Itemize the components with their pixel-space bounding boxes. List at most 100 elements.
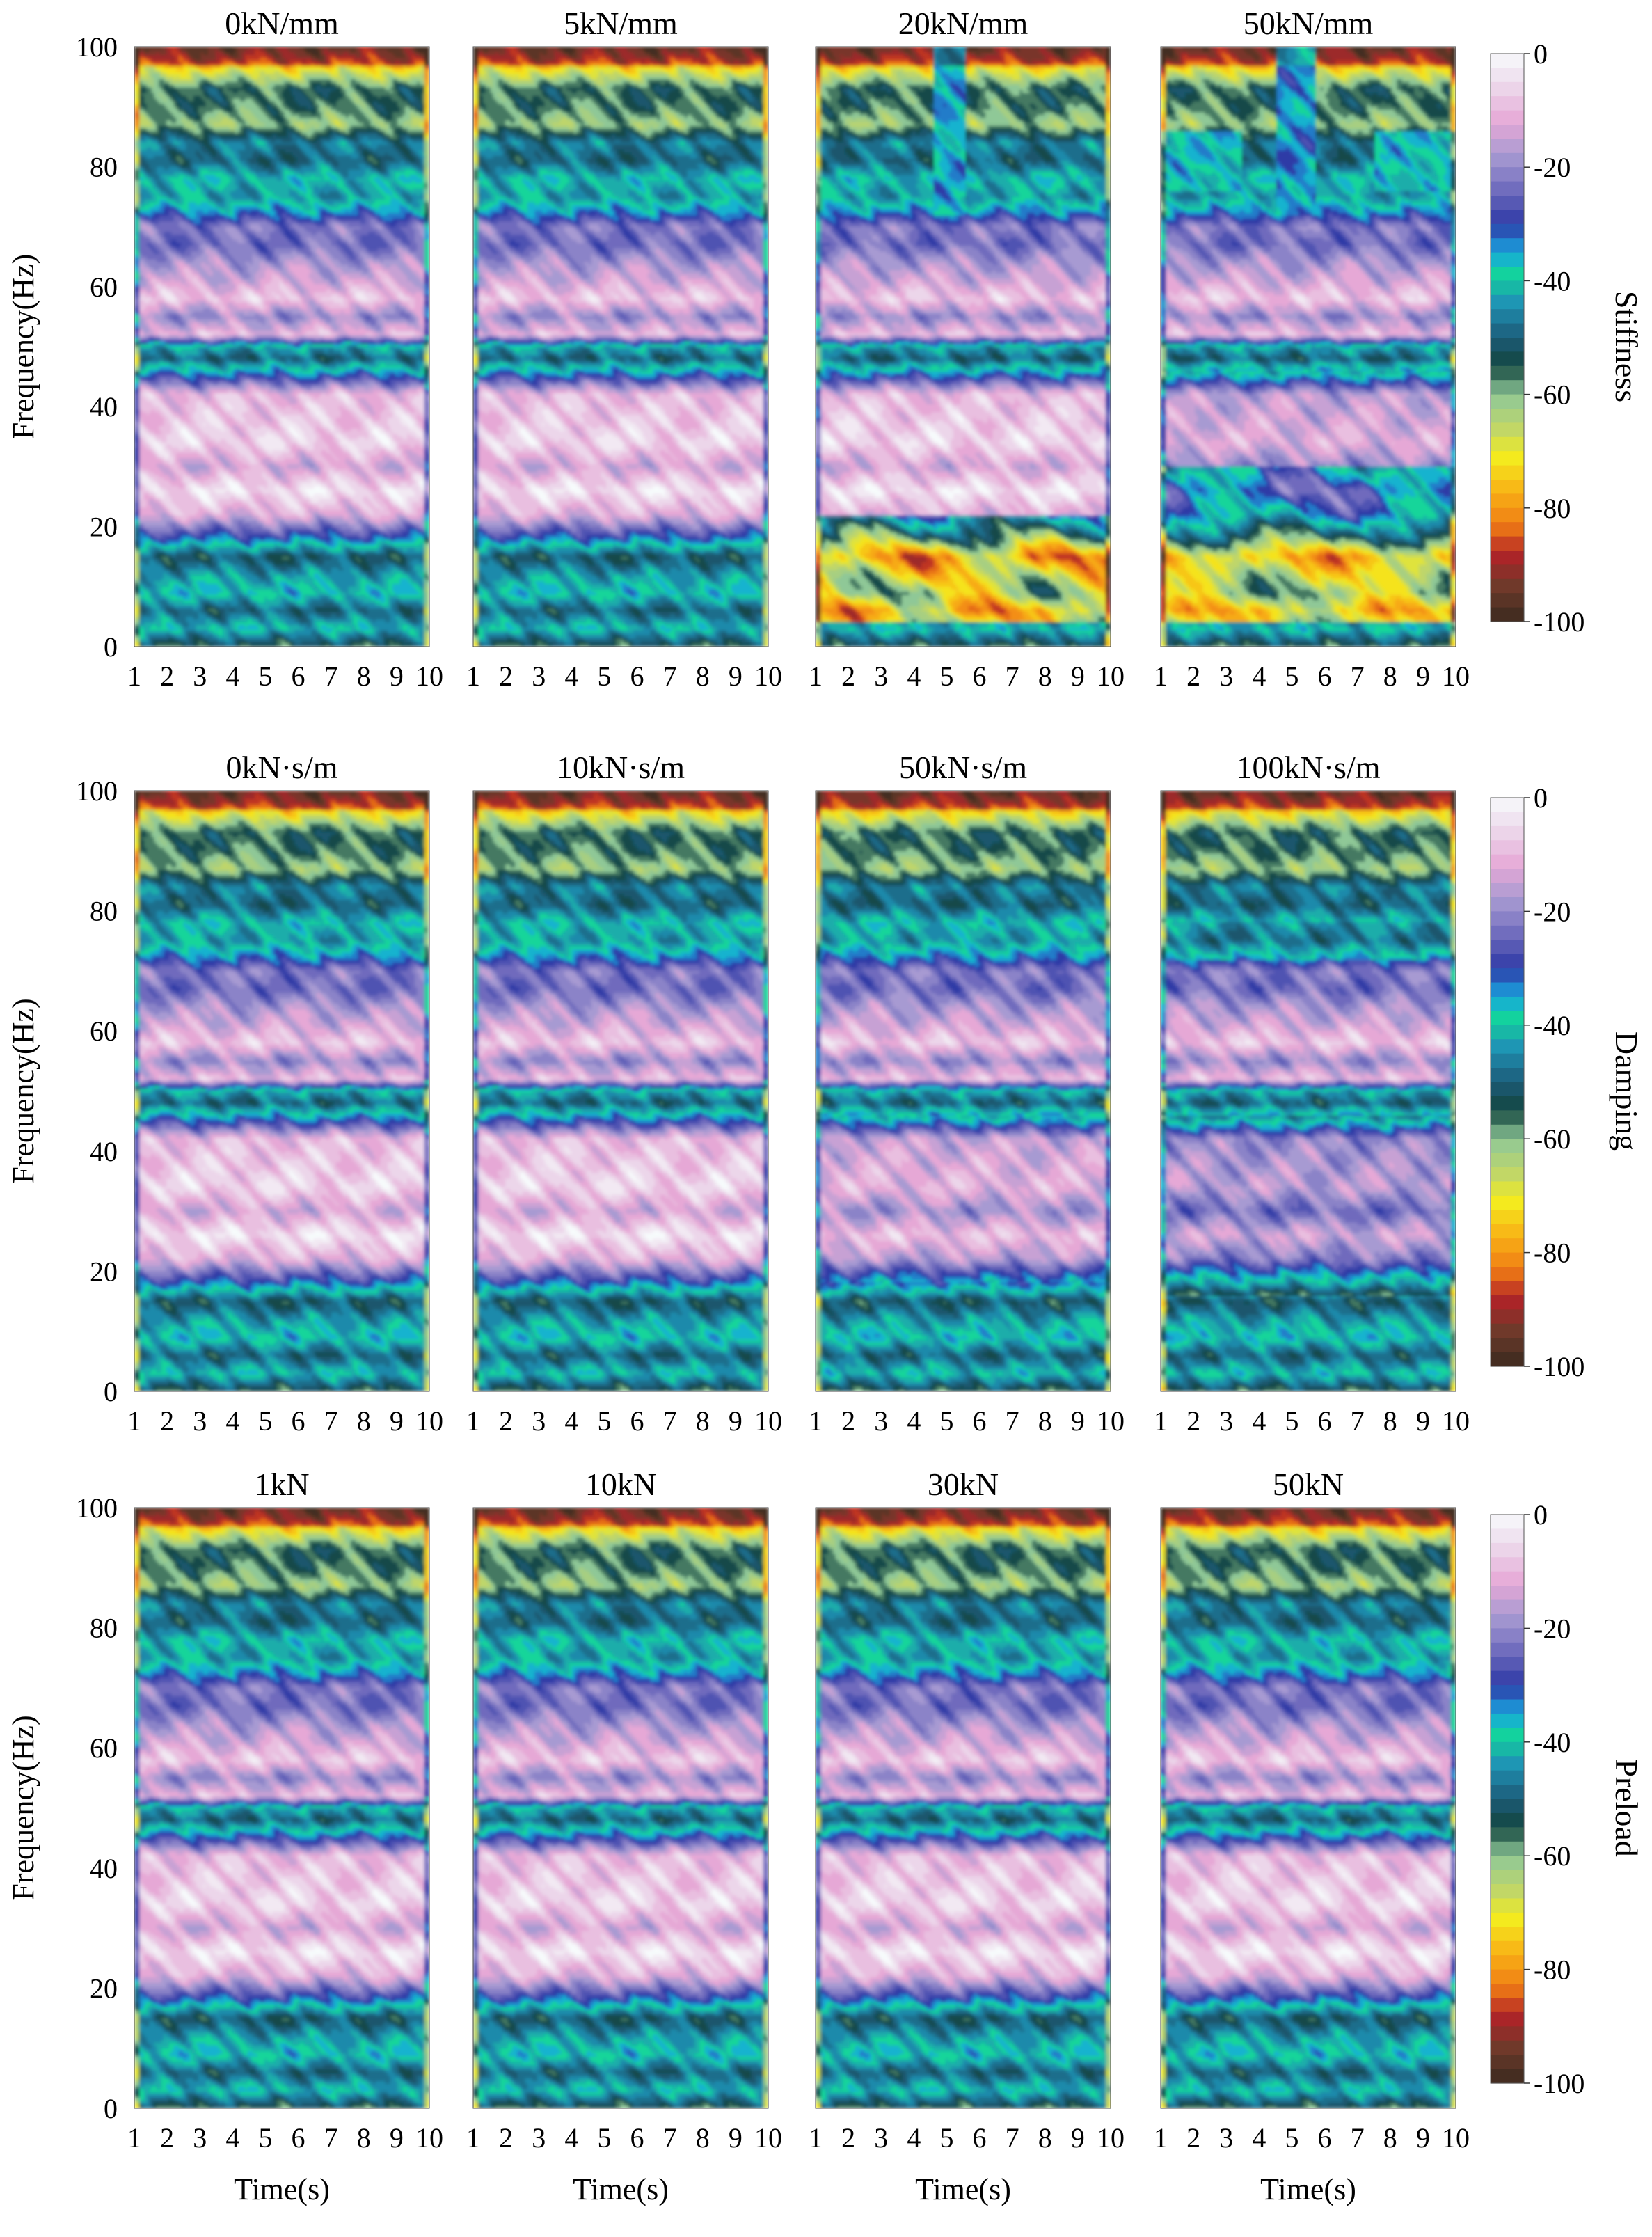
colorbar-segment	[1491, 1827, 1524, 1842]
y-tick-label: 20	[90, 1256, 118, 1287]
y-tick-label: 100	[76, 31, 118, 63]
y-tick-label: 20	[90, 1973, 118, 2004]
x-tick-label: 1	[1154, 2122, 1168, 2153]
x-tick-label: 8	[1038, 2122, 1052, 2153]
colorbar-segment	[1491, 1167, 1524, 1183]
x-tick-label: 4	[564, 1405, 578, 1437]
colorbar-segment	[1491, 551, 1524, 565]
y-tick-label: 0	[104, 2093, 118, 2124]
colorbar-segment	[1491, 1557, 1524, 1572]
x-tick-label: 7	[663, 661, 677, 692]
colorbar-segment	[1491, 181, 1524, 196]
heatmap-image	[816, 1508, 1111, 2108]
heatmap-panel: 50kN·s/m 1 2 3 4 5 6 7 8 9 10	[809, 750, 1125, 1437]
x-tick-label: 9	[1071, 2122, 1085, 2153]
colorbar-segment	[1491, 507, 1524, 523]
x-tick-label: 10	[754, 2122, 782, 2153]
colorbar-segment	[1491, 593, 1524, 608]
colorbar: 0 -20 -40 -60 -80 -100 Preload	[1490, 1499, 1644, 2099]
panel-title: 1kN	[254, 1467, 309, 1502]
colorbar-segment	[1491, 1338, 1524, 1353]
x-tick-label: 8	[1383, 661, 1397, 692]
colorbar-segment	[1491, 1195, 1524, 1210]
colorbar-tick-label: 0	[1534, 1499, 1548, 1531]
colorbar-segment	[1491, 223, 1524, 239]
colorbar-segment	[1491, 1898, 1524, 1913]
x-tick-label: 2	[499, 1405, 513, 1437]
x-tick-label: 5	[1285, 1405, 1298, 1437]
x-tick-label: 10	[754, 661, 782, 692]
colorbar-segment	[1491, 465, 1524, 480]
colorbar-segment	[1491, 1025, 1524, 1040]
colorbar-segment	[1491, 409, 1524, 423]
colorbar-segment	[1491, 883, 1524, 898]
x-tick-label: 10	[1097, 1405, 1125, 1437]
colorbar-segment	[1491, 139, 1524, 154]
x-tick-label: 2	[499, 661, 513, 692]
colorbar-segment	[1491, 1628, 1524, 1643]
x-tick-label: 4	[564, 661, 578, 692]
x-tick-label: 6	[292, 661, 305, 692]
heatmap-image	[1161, 47, 1456, 647]
heatmap-panel: 20kN/mm 1 2 3 4 5 6 7 8 9 10	[809, 6, 1125, 692]
x-tick-label: 7	[1351, 661, 1365, 692]
heatmap-panel: 10kN·s/m 1 2 3 4 5 6 7 8 9 10	[466, 750, 782, 1437]
x-tick-label: 4	[1252, 2122, 1266, 2153]
x-tick-label: 2	[1186, 1405, 1200, 1437]
colorbar-segment	[1491, 351, 1524, 367]
x-tick-label: 2	[1186, 661, 1200, 692]
y-tick-label: 40	[90, 1853, 118, 1884]
panel-frame	[134, 46, 430, 647]
colorbar-segment	[1491, 1515, 1524, 1530]
x-tick-label: 6	[630, 2122, 644, 2153]
x-tick-label: 5	[939, 2122, 953, 2153]
heatmap-image	[473, 791, 768, 1391]
x-tick-label: 6	[292, 2122, 305, 2153]
x-tick-label: 9	[1416, 2122, 1430, 2153]
panel-title: 100kN·s/m	[1237, 750, 1381, 785]
panel-title: 50kN	[1273, 1467, 1344, 1502]
colorbar-segment	[1491, 96, 1524, 111]
x-tick-label: 7	[663, 1405, 677, 1437]
x-tick-label: 5	[597, 1405, 611, 1437]
x-tick-label: 3	[532, 1405, 546, 1437]
colorbar-segment	[1491, 1139, 1524, 1154]
row-label: Preload	[1609, 1759, 1644, 1857]
colorbar: 0 -20 -40 -60 -80 -100 Damping	[1490, 782, 1644, 1382]
colorbar-segment	[1491, 564, 1524, 580]
x-tick-label: 1	[1154, 1405, 1168, 1437]
heatmap-panel: 100kN·s/m 1 2 3 4 5 6 7 8 9 10	[1154, 750, 1470, 1437]
colorbar-segment	[1491, 365, 1524, 381]
colorbar-segment	[1491, 968, 1524, 983]
colorbar-tick-label: -60	[1534, 379, 1571, 411]
x-tick-label: 1	[1154, 661, 1168, 692]
colorbar-segment	[1491, 323, 1524, 338]
panel-frame	[815, 46, 1111, 647]
colorbar-segment	[1491, 812, 1524, 827]
heatmap-image	[473, 1508, 768, 2108]
colorbar-segment	[1491, 81, 1524, 97]
heatmap-panel: 50kN/mm 1 2 3 4 5 6 7 8 9 10	[1154, 6, 1470, 692]
x-tick-label: 10	[1442, 1405, 1470, 1437]
heatmap-image	[473, 47, 768, 647]
colorbar-segment	[1491, 1082, 1524, 1097]
colorbar-segment	[1491, 2055, 1524, 2070]
colorbar-segment	[1491, 1181, 1524, 1196]
colorbar-segment	[1491, 1770, 1524, 1785]
x-tick-label: 6	[630, 661, 644, 692]
x-tick-label: 4	[907, 661, 921, 692]
heatmap-panel: 10kN 1 2 3 4 5 6 7 8 9 10 Time(s)	[466, 1467, 782, 2206]
colorbar-segment	[1491, 2040, 1524, 2055]
colorbar-segment	[1491, 338, 1524, 352]
x-tick-label: 9	[729, 661, 742, 692]
x-tick-label: 8	[696, 1405, 710, 1437]
x-tick-label: 9	[1416, 1405, 1430, 1437]
colorbar-tick-label: -40	[1534, 265, 1571, 297]
heatmap-image	[1161, 1508, 1456, 2108]
x-axis-label: Time(s)	[915, 2172, 1011, 2206]
colorbar-tick-label: 0	[1534, 782, 1548, 814]
colorbar-frame	[1490, 1514, 1525, 2084]
colorbar-segment	[1491, 1613, 1524, 1629]
panel-frame	[815, 790, 1111, 1392]
y-axis-label: Frequency(Hz)	[6, 1715, 40, 1900]
